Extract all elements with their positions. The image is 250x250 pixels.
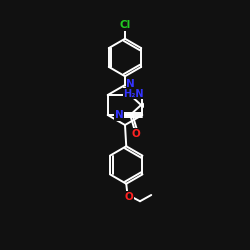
Text: O: O [124, 192, 133, 202]
Text: O: O [132, 129, 140, 139]
Text: N: N [126, 79, 135, 89]
Text: H₂N: H₂N [123, 89, 144, 99]
Text: N: N [115, 110, 124, 120]
Text: Cl: Cl [120, 20, 130, 30]
